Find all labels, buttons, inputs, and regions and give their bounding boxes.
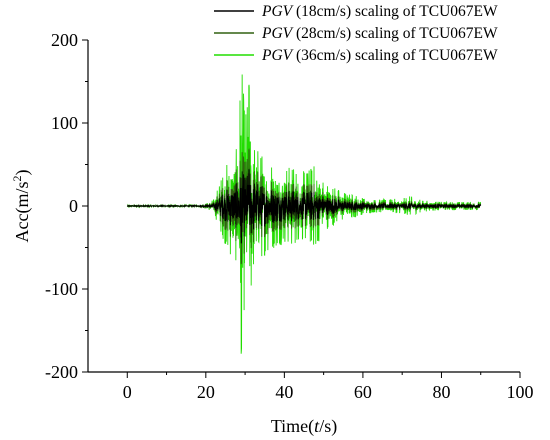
y-tick-label: 200 — [51, 30, 78, 50]
legend-entry: PGV (28cm/s) scaling of TCU067EW — [261, 25, 498, 42]
y-axis-title: Acc(m/s2) — [10, 170, 33, 243]
y-tick-label: -100 — [45, 279, 78, 299]
x-tick-label: 0 — [123, 382, 132, 402]
x-tick-label: 60 — [354, 382, 372, 402]
axes: 0 20 40 60 80 100 -200 -100 0 100 200 — [45, 30, 534, 402]
series-layer — [126, 74, 482, 354]
x-tick-label: 80 — [432, 382, 450, 402]
x-axis-title: Time(t/s) — [271, 416, 337, 437]
x-tick-label: 40 — [275, 382, 293, 402]
legend-entry: PGV (18cm/s) scaling of TCU067EW — [261, 3, 498, 20]
x-tick-label: 20 — [197, 382, 215, 402]
x-tick-label: 100 — [507, 382, 534, 402]
legend: PGV (18cm/s) scaling of TCU067EW PGV (28c… — [214, 3, 498, 64]
y-tick-label: -200 — [45, 362, 78, 382]
legend-entry: PGV (36cm/s) scaling of TCU067EW — [261, 47, 498, 64]
y-tick-label: 0 — [69, 196, 78, 216]
series-line — [126, 168, 482, 244]
y-tick-label: 100 — [51, 113, 78, 133]
